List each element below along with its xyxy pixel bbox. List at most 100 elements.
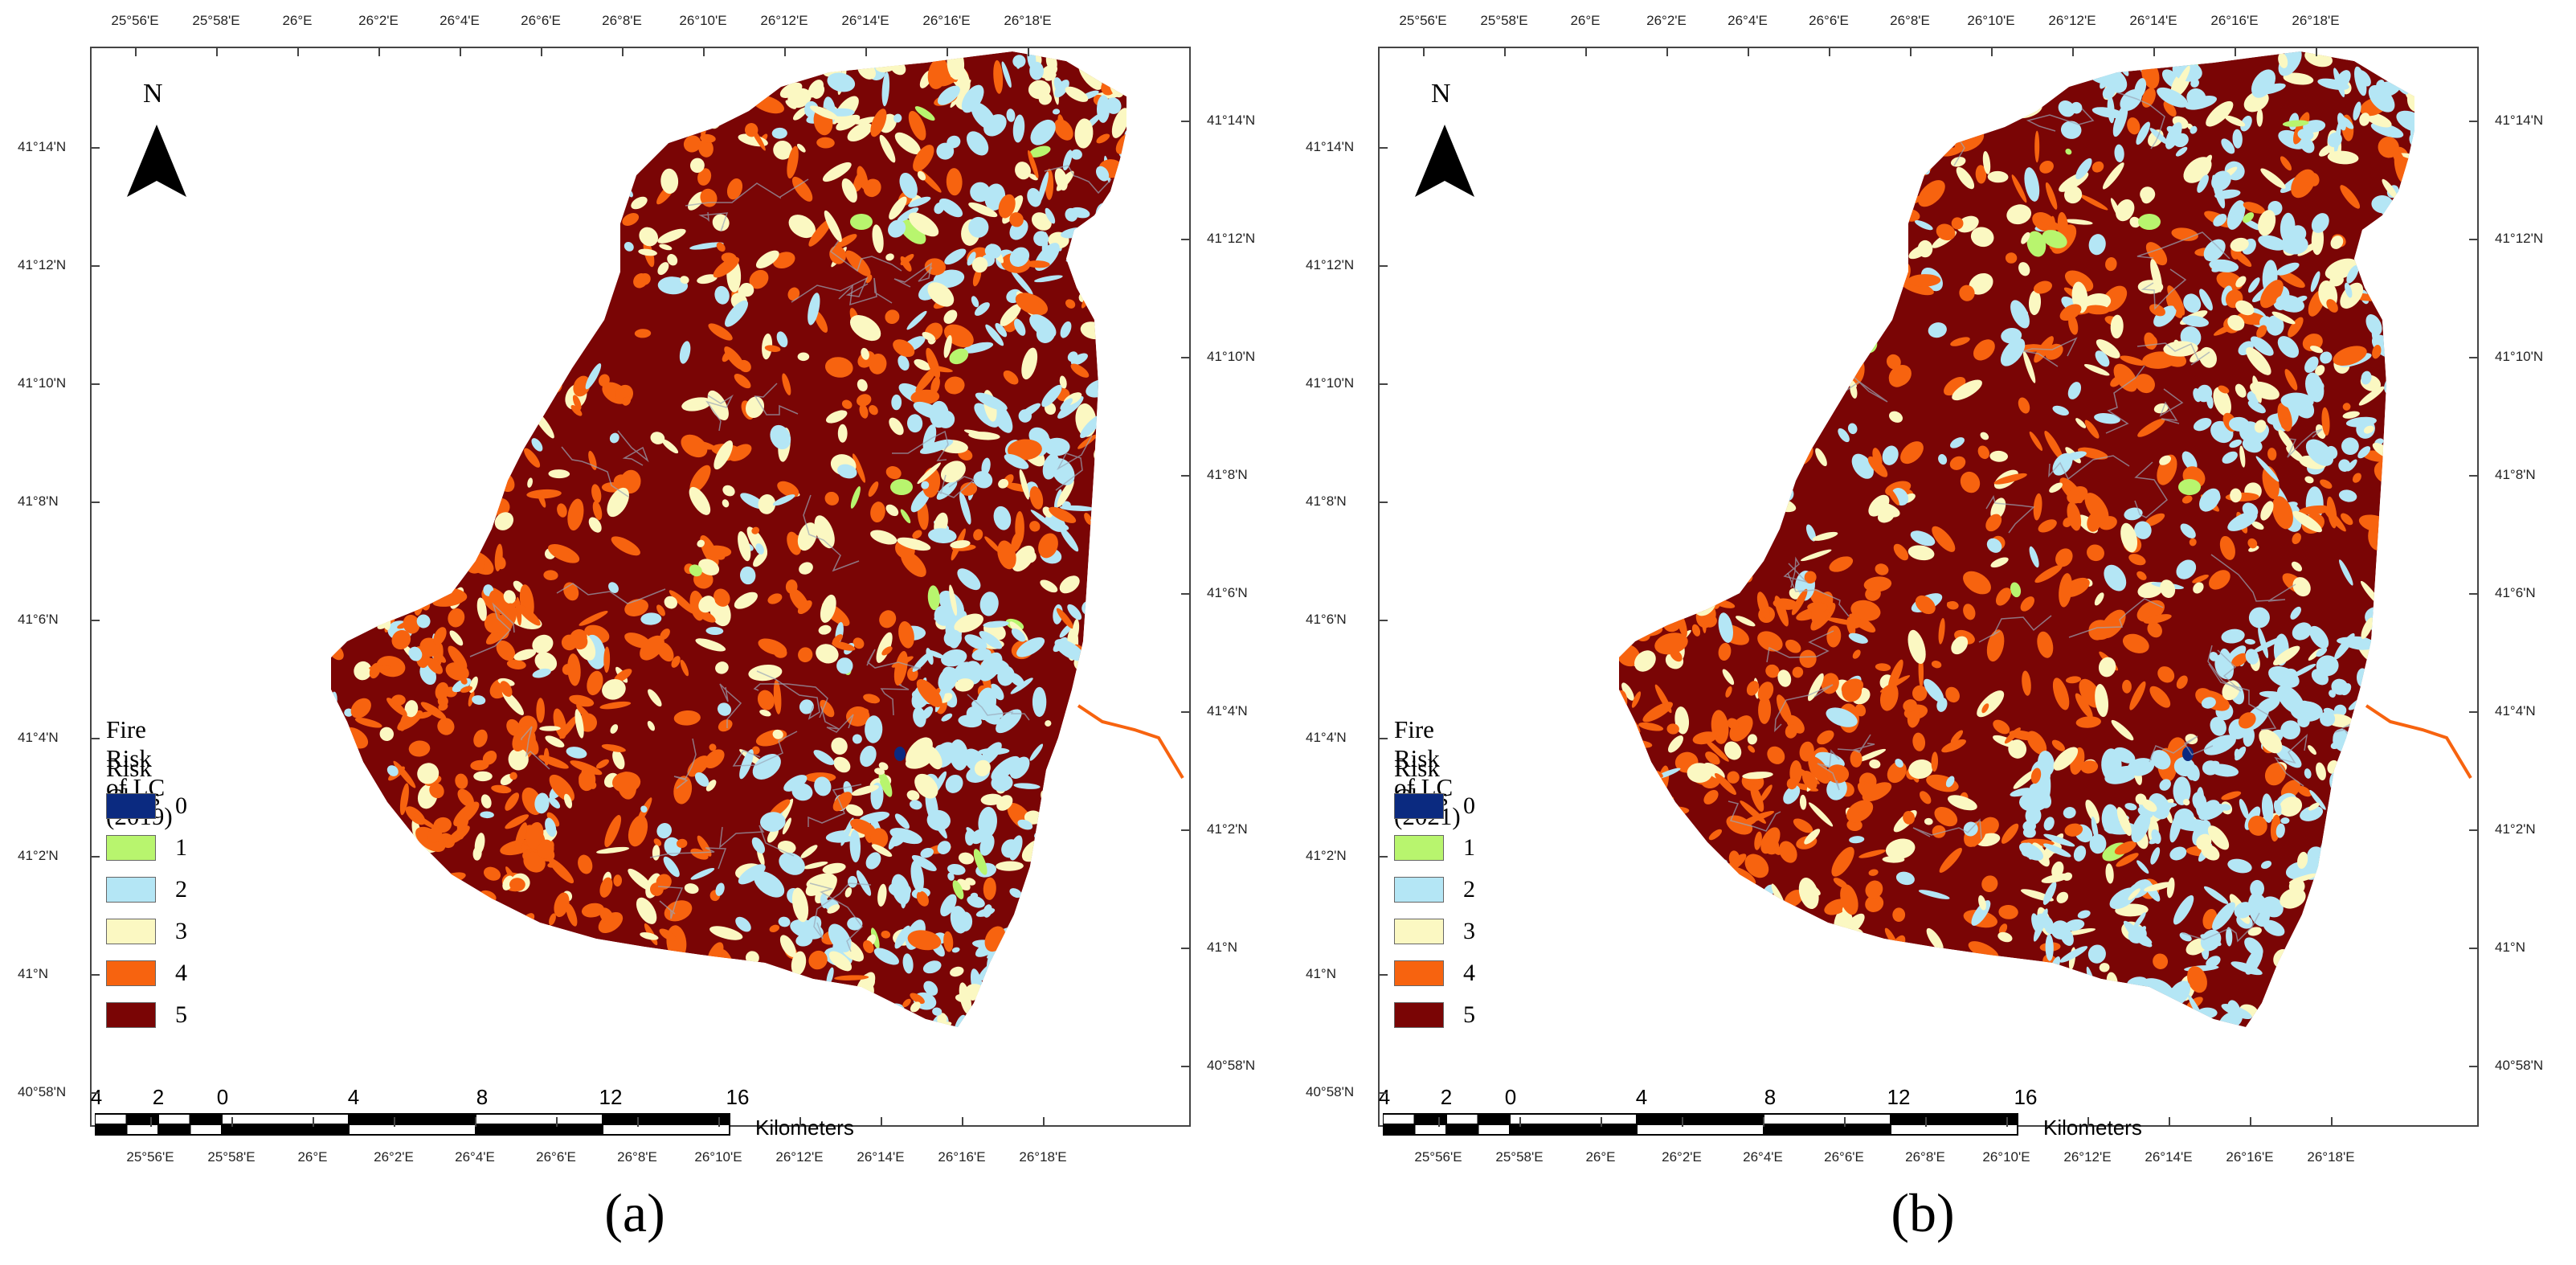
legend-item: 4 xyxy=(106,960,187,987)
graticule-tick xyxy=(2469,593,2479,595)
river-tail xyxy=(2365,704,2472,780)
latitude-label-right: 41°10'N xyxy=(1207,349,1256,364)
legend-item: 3 xyxy=(106,918,187,945)
latitude-label-right: 41°8'N xyxy=(1207,467,1248,482)
longitude-label-bottom: 25°56'E xyxy=(1414,1149,1462,1165)
longitude-label-top: 26°E xyxy=(1570,13,1601,28)
graticule-tick xyxy=(2469,239,2479,240)
graticule-tick xyxy=(1181,121,1191,122)
latitude-label-right: 41°14'N xyxy=(2495,113,2544,128)
graticule-tick xyxy=(90,265,100,267)
legend-swatch xyxy=(106,919,156,944)
longitude-label-top: 26°2'E xyxy=(1646,13,1687,28)
graticule-tick xyxy=(1519,1117,1521,1127)
graticule-tick xyxy=(1585,47,1587,56)
longitude-label-bottom: 26°6'E xyxy=(1824,1149,1864,1165)
scale-bar-label: 2 xyxy=(152,1085,165,1109)
longitude-label-bottom: 25°56'E xyxy=(126,1149,174,1165)
longitude-label-top: 26°12'E xyxy=(760,13,808,28)
graticule-tick xyxy=(541,47,542,56)
graticule-tick xyxy=(947,47,948,56)
longitude-label-top: 26°12'E xyxy=(2048,13,2096,28)
longitude-label-top: 26°16'E xyxy=(2210,13,2259,28)
graticule-tick xyxy=(90,501,100,503)
graticule-tick xyxy=(1763,1117,1764,1127)
legend-label: 4 xyxy=(1463,960,1475,986)
longitude-label-bottom: 26°16'E xyxy=(2226,1149,2274,1165)
legend-item: 0 xyxy=(1394,792,1475,820)
longitude-label-top: 26°18'E xyxy=(2292,13,2340,28)
scale-bar-graphic xyxy=(95,1113,730,1136)
graticule-tick xyxy=(556,1117,558,1127)
longitude-label-top: 26°16'E xyxy=(922,13,971,28)
scale-bar-label: 0 xyxy=(1504,1085,1517,1109)
graticule-tick xyxy=(799,1117,801,1127)
graticule-tick xyxy=(1601,1117,1602,1127)
graticule-tick xyxy=(1925,1117,1927,1127)
latitude-label-left: 41°10'N xyxy=(18,375,67,391)
legend-item: 5 xyxy=(1394,1001,1475,1029)
longitude-label-top: 26°14'E xyxy=(2129,13,2177,28)
latitude-label-left: 41°N xyxy=(1306,966,1336,981)
scale-unit: Kilometers xyxy=(755,1116,854,1140)
latitude-label-left: 41°4'N xyxy=(18,730,59,745)
longitude-label-top: 26°4'E xyxy=(440,13,480,28)
graticule-tick xyxy=(1181,948,1191,949)
graticule-tick xyxy=(297,47,299,56)
graticule-tick xyxy=(1378,856,1388,858)
graticule-tick xyxy=(1378,383,1388,385)
legend-swatch xyxy=(1394,960,1444,986)
legend-label: 1 xyxy=(1463,834,1475,861)
graticule-tick xyxy=(1378,974,1388,976)
latitude-label-left: 41°12'N xyxy=(1306,257,1355,272)
longitude-label-bottom: 26°10'E xyxy=(694,1149,742,1165)
latitude-label-right: 41°10'N xyxy=(2495,349,2544,364)
graticule-tick xyxy=(2153,47,2155,56)
longitude-label-top: 26°8'E xyxy=(602,13,642,28)
scale-bar-label: 4 xyxy=(1378,1085,1391,1109)
panel-label: (b) xyxy=(1891,1182,1955,1243)
graticule-tick xyxy=(394,1117,395,1127)
graticule-tick xyxy=(2087,1117,2089,1127)
legend-label: 4 xyxy=(175,960,187,986)
latitude-label-left: 41°2'N xyxy=(1306,848,1347,863)
scale-bar-label: 16 xyxy=(2014,1085,2038,1109)
graticule-tick xyxy=(1378,620,1388,621)
graticule-tick xyxy=(90,1092,100,1094)
legend-swatch xyxy=(1394,793,1444,819)
longitude-label-bottom: 26°12'E xyxy=(775,1149,824,1165)
graticule-tick xyxy=(1181,1066,1191,1067)
latitude-label-right: 41°6'N xyxy=(2495,585,2536,600)
graticule-tick xyxy=(231,1117,233,1127)
longitude-label-bottom: 25°58'E xyxy=(207,1149,256,1165)
legend-swatch xyxy=(106,793,156,819)
legend-label: 3 xyxy=(1463,918,1475,944)
latitude-label-left: 41°8'N xyxy=(1306,493,1347,509)
graticule-tick xyxy=(1181,475,1191,477)
latitude-label-left: 41°6'N xyxy=(1306,612,1347,627)
longitude-label-top: 26°E xyxy=(282,13,313,28)
scale-bar-label: 8 xyxy=(476,1085,489,1109)
graticule-tick xyxy=(2469,711,2479,713)
graticule-tick xyxy=(2072,47,2074,56)
latitude-label-left: 41°2'N xyxy=(18,848,59,863)
panel-label: (a) xyxy=(604,1182,665,1243)
study-area xyxy=(331,51,1126,1027)
longitude-label-top: 26°2'E xyxy=(358,13,399,28)
longitude-label-bottom: 26°10'E xyxy=(1982,1149,2030,1165)
graticule-tick xyxy=(2469,1066,2479,1067)
longitude-label-top: 26°4'E xyxy=(1728,13,1768,28)
graticule-tick xyxy=(475,1117,476,1127)
latitude-label-left: 40°58'N xyxy=(18,1084,67,1099)
graticule-tick xyxy=(1181,711,1191,713)
study-area xyxy=(1619,51,2414,1027)
scale-bar-graphic xyxy=(1383,1113,2018,1136)
graticule-tick xyxy=(460,47,461,56)
longitude-label-top: 26°6'E xyxy=(521,13,561,28)
longitude-label-bottom: 26°14'E xyxy=(857,1149,905,1165)
legend-swatch xyxy=(106,835,156,861)
graticule-tick xyxy=(1682,1117,1683,1127)
longitude-label-bottom: 26°6'E xyxy=(536,1149,576,1165)
graticule-tick xyxy=(1829,47,1830,56)
graticule-tick xyxy=(1378,501,1388,503)
